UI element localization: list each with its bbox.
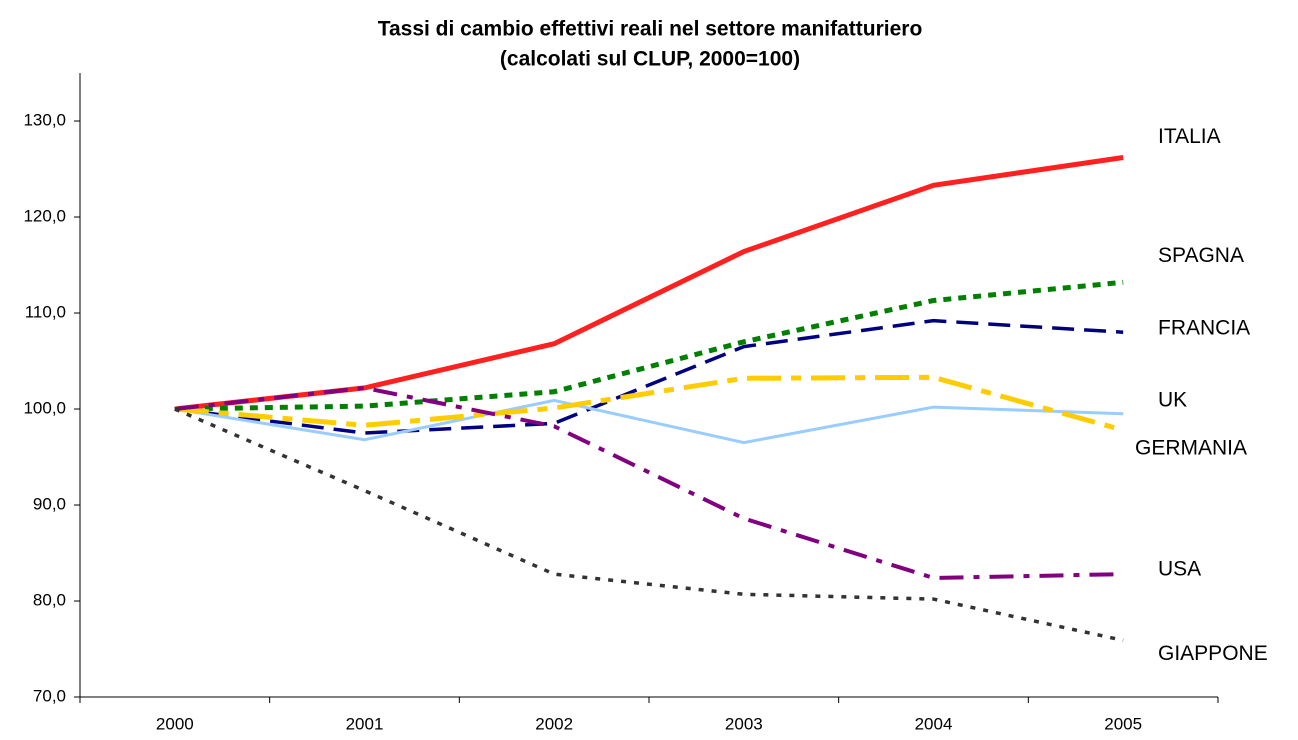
series-line [174,407,1124,643]
series-label: GERMANIA [1135,437,1247,460]
y-tick-label: 110,0 [25,302,66,321]
series-label: USA [1158,558,1201,581]
y-tick-label: 120,0 [23,206,66,225]
x-tick-label: 2004 [915,714,953,733]
series-line [174,385,1124,580]
x-tick-label: 2003 [725,714,763,733]
series-line [174,398,1124,445]
series-label: UK [1158,388,1187,411]
series-label: FRANCIA [1158,317,1250,340]
series-line [174,279,1124,412]
series-line [174,374,1124,433]
x-tick-label: 2001 [346,714,384,733]
y-tick-label: 70,0 [33,686,66,705]
x-tick-label: 2002 [535,714,573,733]
y-tick-label: 90,0 [33,494,66,513]
y-tick-label: 100,0 [23,398,66,417]
y-tick-label: 80,0 [33,590,66,609]
y-tick-label: 130,0 [23,110,66,129]
chart-subtitle: (calcolati sul CLUP, 2000=100) [500,48,800,71]
series-label: SPAGNA [1158,244,1244,267]
chart-title: Tassi di cambio effettivi reali nel sett… [378,18,923,41]
series-label: ITALIA [1158,125,1221,148]
series-line [174,318,1124,435]
series-line [174,155,1124,412]
x-tick-label: 2005 [1104,714,1142,733]
series-label: GIAPPONE [1158,642,1268,665]
x-tick-label: 2000 [156,714,194,733]
